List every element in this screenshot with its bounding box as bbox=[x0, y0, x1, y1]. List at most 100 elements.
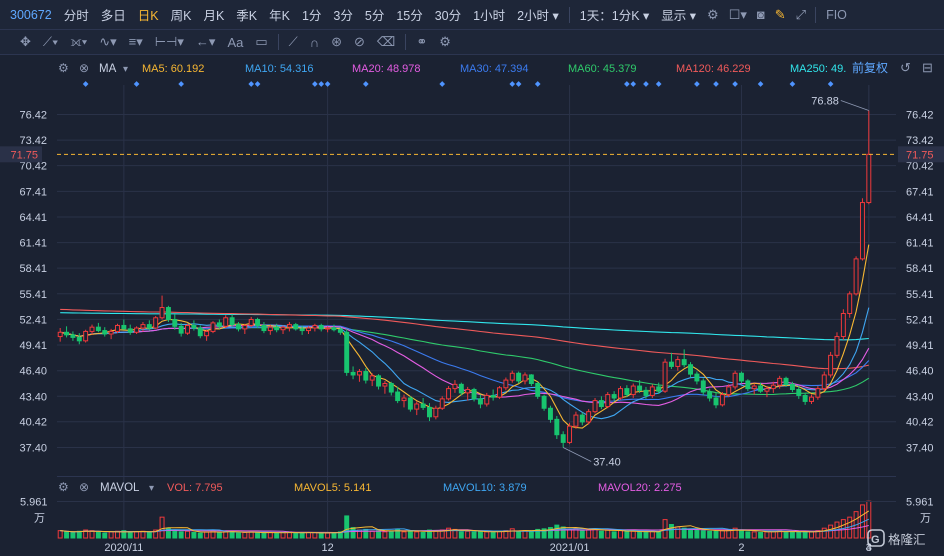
period-tab[interactable]: 年K bbox=[269, 9, 290, 23]
y-tick-label: 52.41 bbox=[906, 314, 934, 326]
candle-body bbox=[261, 324, 267, 332]
ma-indicator-bar: ⚙ ⊗ MA ▾ MA5: 60.192 MA10: 54.316 MA20: … bbox=[58, 60, 933, 75]
fib-tool-icon[interactable]: ≡▾ bbox=[128, 34, 143, 49]
fio-label[interactable]: FIO bbox=[826, 7, 847, 22]
candle-body bbox=[707, 391, 713, 399]
volume-bar bbox=[618, 530, 623, 539]
period-tab[interactable]: 分时 bbox=[63, 9, 89, 23]
candle-body bbox=[83, 330, 89, 342]
volume-bar bbox=[146, 531, 152, 539]
vol-close-icon[interactable]: ⊗ bbox=[79, 480, 89, 494]
candle-body bbox=[630, 385, 636, 396]
ma-indicator-name[interactable]: MA bbox=[99, 63, 117, 75]
volume-bar bbox=[490, 531, 496, 539]
mavol10-line bbox=[60, 518, 870, 534]
settings-icon[interactable]: ⚙ bbox=[707, 6, 719, 22]
candle-body bbox=[643, 389, 649, 396]
volume-bar bbox=[293, 532, 299, 539]
period-tab[interactable]: 多日 bbox=[100, 9, 126, 23]
period-dropdown[interactable]: 2小时 ▾ bbox=[517, 9, 559, 23]
candle-body bbox=[280, 326, 286, 331]
grid bbox=[57, 85, 896, 538]
ruler-icon[interactable]: ⟋ bbox=[288, 34, 298, 49]
ma60-value: MA60: 45.379 bbox=[568, 63, 637, 75]
candle-body bbox=[216, 322, 222, 327]
period-tab[interactable]: 1分 bbox=[301, 9, 322, 23]
text-tool-icon[interactable]: Aa bbox=[227, 34, 244, 50]
period-tab[interactable]: 1小时 bbox=[473, 9, 506, 23]
wave-tool-icon[interactable]: ∿▾ bbox=[99, 34, 117, 49]
signal-dot bbox=[713, 81, 719, 87]
draw-settings-icon[interactable]: ⚙ bbox=[439, 34, 451, 49]
line-tool-icon[interactable]: ⟋▾ bbox=[42, 34, 59, 49]
ma-dropdown-icon[interactable]: ▾ bbox=[123, 64, 128, 75]
fullscreen-icon[interactable]: ⤢ bbox=[795, 6, 807, 22]
volume-bar bbox=[312, 531, 318, 539]
candle-body bbox=[758, 385, 764, 392]
channel-tool-icon[interactable]: ⟗▾ bbox=[70, 34, 88, 49]
camera-icon[interactable]: ◙ bbox=[756, 7, 765, 22]
pencil-icon[interactable]: ✎ bbox=[774, 6, 786, 22]
crosshair-icon[interactable]: ✥ bbox=[20, 34, 31, 49]
sync-icon[interactable]: ⊛ bbox=[331, 34, 343, 49]
reset-icon[interactable]: ↺ bbox=[900, 60, 911, 75]
y-tick-label: 46.40 bbox=[906, 366, 934, 378]
period-tab[interactable]: 月K bbox=[203, 9, 225, 23]
ma30-value: MA30: 47.394 bbox=[460, 63, 529, 75]
volume-bar bbox=[707, 530, 713, 539]
y-tick-label: 64.41 bbox=[906, 212, 934, 224]
period-tab[interactable]: 15分 bbox=[396, 9, 423, 23]
candle-body bbox=[567, 425, 573, 443]
magnet-icon[interactable]: ∩ bbox=[309, 34, 320, 50]
signal-dot bbox=[248, 81, 255, 87]
candle-body bbox=[668, 361, 674, 367]
fuquan-toggle[interactable]: 前复权 bbox=[852, 60, 888, 75]
stock-code[interactable]: 300672 bbox=[10, 7, 52, 22]
low-leader bbox=[563, 447, 592, 462]
candle-body bbox=[624, 388, 630, 396]
y-axis-right: 76.42 73.42 70.42 67.41 64.41 61.41 58.41 55.41… bbox=[906, 109, 934, 454]
vol-dropdown-icon[interactable]: ▾ bbox=[149, 483, 154, 494]
period-tab[interactable]: 季K bbox=[236, 9, 258, 23]
volume-bar bbox=[70, 531, 76, 539]
candle-body bbox=[121, 324, 127, 330]
volume-bar bbox=[388, 530, 394, 539]
volume-bar bbox=[331, 531, 337, 539]
volume-bar bbox=[191, 531, 197, 539]
volume-bar bbox=[121, 530, 127, 539]
y-tick-label: 40.42 bbox=[19, 417, 47, 429]
collapse-icon[interactable]: ⊟ bbox=[922, 60, 933, 75]
volume-bar bbox=[242, 531, 248, 539]
candle-body bbox=[433, 407, 439, 418]
vol-tick-right-unit: 万 bbox=[920, 512, 931, 524]
ma-settings-icon[interactable]: ⚙ bbox=[58, 61, 69, 75]
measure-tool-icon[interactable]: ⊢⊣▾ bbox=[154, 34, 184, 49]
period-tab[interactable]: 30分 bbox=[434, 9, 462, 23]
trash-icon[interactable]: ⌫ bbox=[376, 34, 396, 49]
mavol-indicator-name[interactable]: MAVOL bbox=[100, 482, 140, 494]
volume-bar bbox=[484, 531, 490, 539]
mavol10-value: MAVOL10: 3.879 bbox=[443, 482, 527, 494]
candle-body bbox=[159, 307, 165, 319]
y-tick-label: 58.41 bbox=[19, 263, 47, 275]
interval-dropdown[interactable]: 1天：1分K ▾ bbox=[579, 9, 650, 23]
vol-settings-icon[interactable]: ⚙ bbox=[58, 480, 69, 494]
signal-dot bbox=[534, 81, 541, 87]
period-tab[interactable]: 5分 bbox=[364, 9, 385, 23]
period-tab-active[interactable]: 日K bbox=[137, 9, 159, 23]
volume-bar bbox=[554, 524, 560, 539]
display-dropdown[interactable]: 显示 ▾ bbox=[661, 9, 697, 23]
period-tab[interactable]: 3分 bbox=[333, 9, 353, 23]
ma-close-icon[interactable]: ⊗ bbox=[79, 61, 89, 75]
candle-body bbox=[57, 331, 63, 338]
candle-body bbox=[306, 327, 311, 332]
arrow-tool-icon[interactable]: ←▾ bbox=[195, 34, 216, 49]
divider bbox=[405, 34, 407, 50]
hide-icon[interactable]: ⊘ bbox=[354, 34, 365, 49]
candle-body bbox=[847, 293, 853, 315]
link-icon[interactable]: ⚭ bbox=[416, 34, 428, 49]
layout-icon[interactable]: ☐▾ bbox=[728, 6, 747, 22]
comment-icon[interactable]: ▭ bbox=[255, 34, 268, 49]
period-tab[interactable]: 周K bbox=[170, 9, 192, 23]
